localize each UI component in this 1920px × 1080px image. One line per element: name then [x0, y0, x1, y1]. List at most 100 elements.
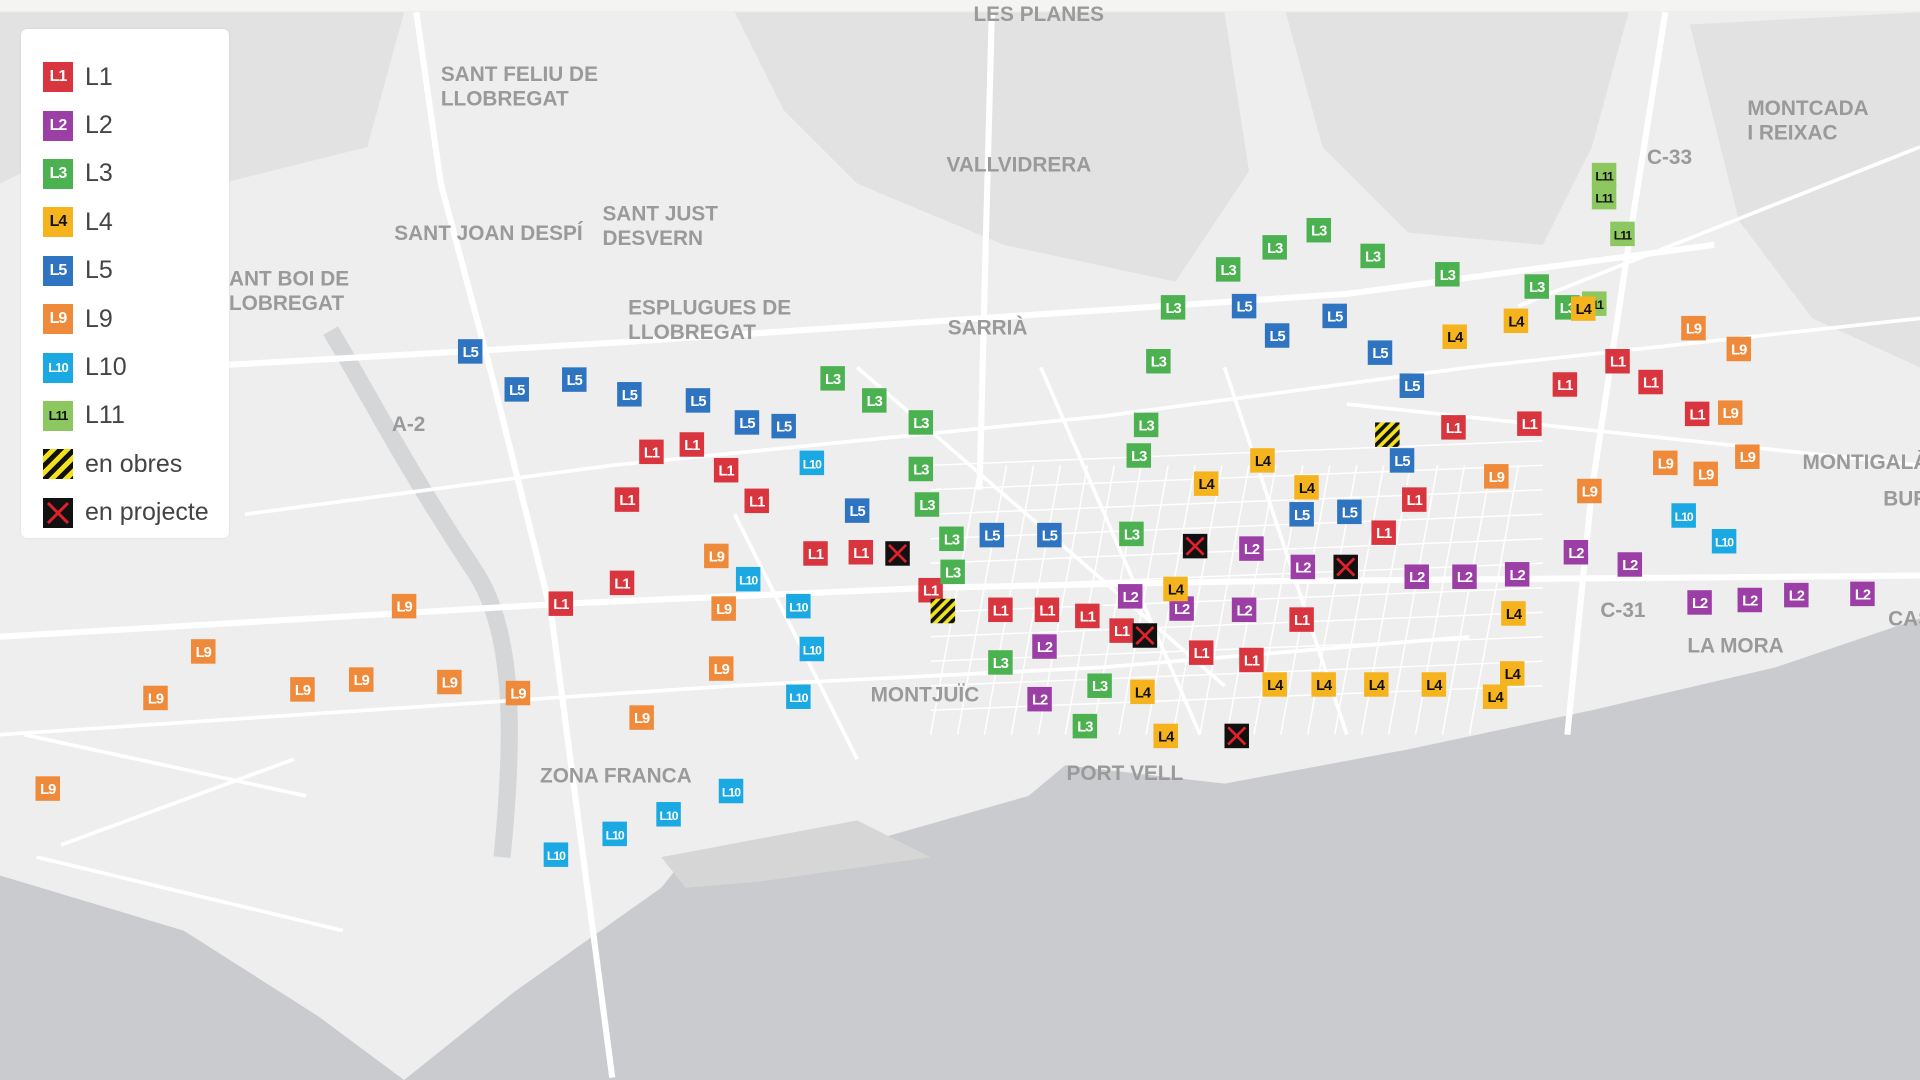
station-marker-l3[interactable]: L3 [939, 526, 964, 552]
station-marker-l10[interactable]: L10 [718, 778, 744, 804]
station-marker-l3[interactable]: L3 [1119, 521, 1144, 547]
station-marker-l10[interactable]: L10 [786, 593, 811, 619]
station-marker-l5[interactable]: L5 [685, 388, 711, 413]
station-marker-l11[interactable]: L11 [1610, 221, 1635, 247]
station-marker-l9[interactable]: L9 [143, 685, 168, 711]
station-marker-l9[interactable]: L9 [1726, 336, 1752, 362]
station-marker-l3[interactable]: L3 [1524, 274, 1549, 299]
station-marker-l4[interactable]: L4 [1130, 679, 1155, 705]
station-marker-l9[interactable]: L9 [1735, 444, 1760, 469]
station-marker-l9[interactable]: L9 [348, 667, 374, 692]
station-marker-l1[interactable]: L1 [1239, 647, 1264, 673]
station-marker-l1[interactable]: L1 [679, 432, 705, 457]
station-marker-l4[interactable]: L4 [1294, 475, 1319, 500]
station-marker-l10[interactable]: L10 [602, 821, 627, 847]
station-marker-l1[interactable]: L1 [713, 457, 739, 483]
station-marker-l5[interactable]: L5 [734, 410, 760, 435]
station-marker-l1[interactable]: L1 [614, 487, 640, 512]
station-marker-l2[interactable]: L2 [1027, 686, 1052, 712]
station-marker-l9[interactable]: L9 [1577, 478, 1602, 504]
station-marker-l9[interactable]: L9 [711, 596, 736, 621]
station-marker-l1[interactable]: L1 [1034, 597, 1060, 623]
station-marker-obres[interactable] [1375, 422, 1400, 447]
station-marker-l1[interactable]: L1 [1441, 415, 1466, 440]
station-marker-projecte[interactable] [885, 541, 910, 566]
station-marker-l3[interactable]: L3 [940, 559, 965, 585]
station-marker-l4[interactable]: L4 [1193, 471, 1219, 496]
station-marker-l5[interactable]: L5 [504, 377, 529, 402]
station-marker-l2[interactable]: L2 [1231, 597, 1257, 623]
station-marker-l9[interactable]: L9 [1693, 461, 1718, 487]
station-marker-l3[interactable]: L3 [1435, 262, 1460, 287]
station-marker-l9[interactable]: L9 [1717, 400, 1743, 425]
station-marker-l5[interactable]: L5 [844, 498, 870, 523]
station-marker-projecte[interactable] [1333, 554, 1358, 580]
station-marker-projecte[interactable] [1132, 623, 1158, 648]
station-marker-l9[interactable]: L9 [505, 680, 531, 706]
station-marker-l10[interactable]: L10 [786, 684, 811, 709]
station-marker-l1[interactable]: L1 [548, 591, 574, 616]
station-marker-l10[interactable]: L10 [799, 636, 825, 662]
station-marker-l11[interactable]: L11 [1591, 162, 1617, 188]
station-marker-l2[interactable]: L2 [1850, 581, 1875, 607]
station-marker-l3[interactable]: L3 [908, 456, 934, 482]
station-marker-l1[interactable]: L1 [803, 541, 828, 566]
station-marker-l5[interactable]: L5 [979, 522, 1005, 548]
station-marker-l1[interactable]: L1 [1684, 401, 1710, 427]
station-marker-l1[interactable]: L1 [918, 577, 943, 603]
station-marker-l5[interactable]: L5 [1037, 522, 1062, 548]
station-marker-l2[interactable]: L2 [1617, 552, 1643, 577]
station-marker-l2[interactable]: L2 [1404, 564, 1429, 589]
station-marker-l4[interactable]: L4 [1503, 308, 1529, 334]
station-marker-l2[interactable]: L2 [1504, 562, 1530, 587]
station-marker-l4[interactable]: L4 [1442, 324, 1467, 349]
station-marker-l2[interactable]: L2 [1737, 587, 1763, 613]
station-marker-l9[interactable]: L9 [391, 593, 417, 619]
station-marker-l5[interactable]: L5 [1289, 502, 1314, 527]
station-marker-l5[interactable]: L5 [1337, 499, 1362, 525]
station-marker-l1[interactable]: L1 [1188, 640, 1214, 665]
station-marker-l1[interactable]: L1 [609, 570, 635, 596]
station-marker-l9[interactable]: L9 [437, 669, 462, 695]
station-marker-l10[interactable]: L10 [1671, 503, 1696, 528]
station-marker-l10[interactable]: L10 [1711, 528, 1737, 554]
station-marker-l3[interactable]: L3 [1306, 217, 1332, 243]
station-marker-l11[interactable]: L11 [1591, 184, 1617, 210]
station-marker-l9[interactable]: L9 [708, 656, 734, 681]
station-marker-l5[interactable]: L5 [562, 367, 587, 392]
station-marker-l4[interactable]: L4 [1311, 672, 1336, 697]
station-marker-l4[interactable]: L4 [1250, 448, 1275, 473]
station-marker-l1[interactable]: L1 [1605, 348, 1630, 374]
station-marker-l3[interactable]: L3 [1215, 257, 1241, 282]
station-marker-l5[interactable]: L5 [1399, 373, 1425, 398]
station-marker-l1[interactable]: L1 [1289, 607, 1314, 632]
station-marker-l1[interactable]: L1 [1371, 520, 1396, 545]
station-marker-l1[interactable]: L1 [1638, 369, 1663, 395]
station-marker-l3[interactable]: L3 [1360, 243, 1385, 269]
station-marker-l9[interactable]: L9 [1653, 450, 1678, 476]
station-marker-l5[interactable]: L5 [617, 382, 642, 407]
station-marker-l1[interactable]: L1 [744, 488, 769, 514]
station-marker-l9[interactable]: L9 [35, 776, 60, 801]
station-marker-l10[interactable]: L10 [799, 450, 825, 476]
station-marker-l5[interactable]: L5 [771, 413, 796, 439]
station-marker-l2[interactable]: L2 [1563, 540, 1589, 565]
station-marker-l2[interactable]: L2 [1687, 590, 1712, 615]
station-marker-l9[interactable]: L9 [290, 677, 315, 702]
station-marker-l1[interactable]: L1 [848, 540, 874, 565]
station-marker-l9[interactable]: L9 [1484, 464, 1509, 489]
station-marker-l3[interactable]: L3 [1087, 673, 1112, 698]
station-marker-l9[interactable]: L9 [704, 543, 729, 569]
station-marker-l4[interactable]: L4 [1364, 672, 1389, 697]
station-marker-l10[interactable]: L10 [656, 802, 681, 827]
station-marker-l1[interactable]: L1 [1552, 372, 1578, 397]
station-marker-l9[interactable]: L9 [629, 705, 654, 730]
station-marker-l3[interactable]: L3 [1072, 713, 1098, 739]
station-marker-l3[interactable]: L3 [1146, 348, 1171, 374]
station-marker-l5[interactable]: L5 [1322, 303, 1347, 329]
station-marker-l3[interactable]: L3 [820, 366, 845, 391]
station-marker-l9[interactable]: L9 [191, 639, 216, 664]
station-marker-l2[interactable]: L2 [1290, 554, 1316, 580]
station-marker-l5[interactable]: L5 [1264, 323, 1290, 348]
